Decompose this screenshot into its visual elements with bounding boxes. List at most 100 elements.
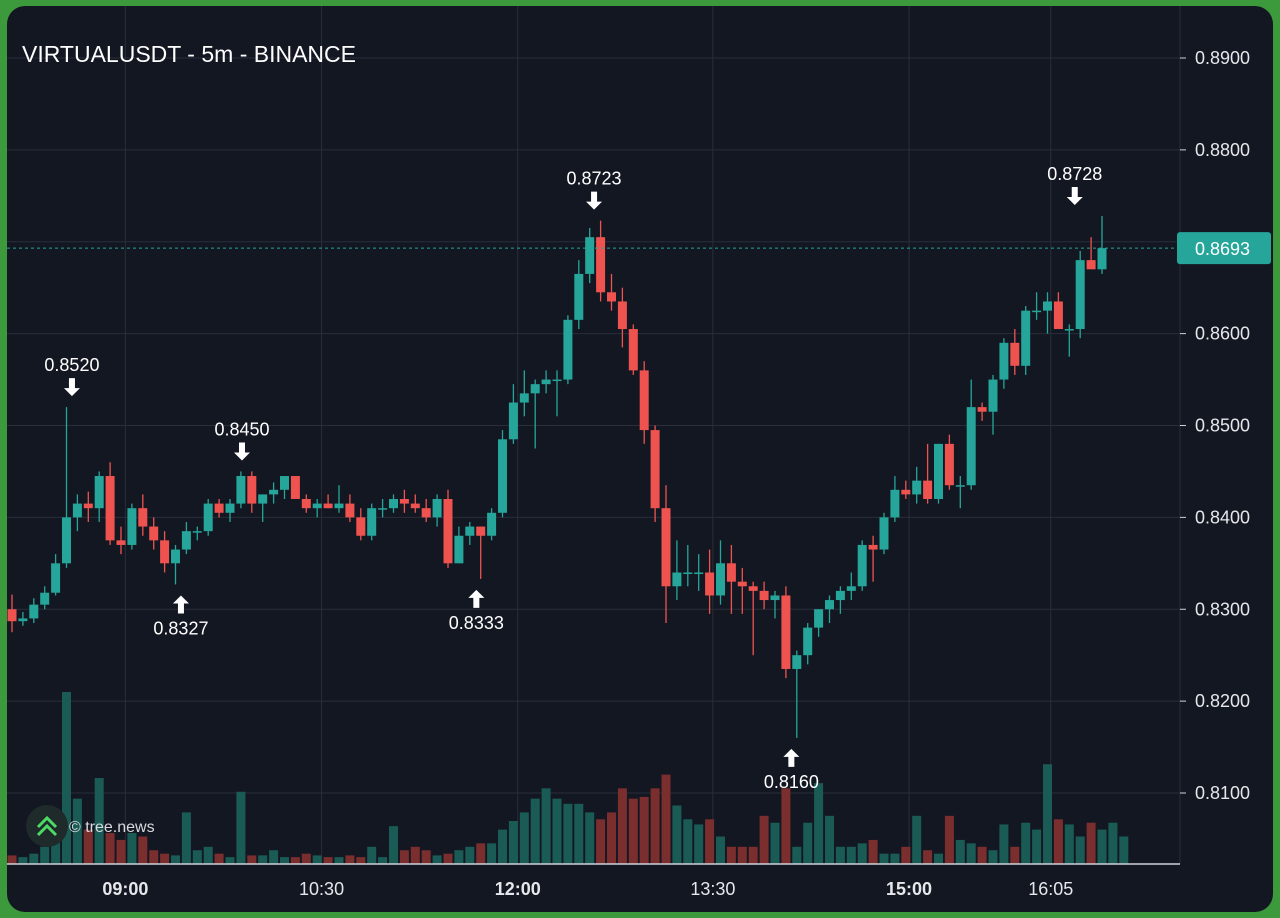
candle-body: [1075, 260, 1085, 330]
high-annotation: 0.8520: [44, 355, 99, 397]
volume-bar: [476, 843, 486, 864]
high-annotation: 0.8728: [1047, 164, 1102, 206]
candle-body: [694, 572, 704, 574]
candle: [138, 494, 148, 536]
volume-bar: [955, 839, 965, 864]
volume-bar: [301, 853, 311, 864]
candle-body: [171, 549, 180, 564]
candle: [563, 315, 573, 385]
candle-body: [737, 581, 747, 587]
candle: [617, 287, 627, 348]
volume-bar: [988, 850, 998, 864]
candle: [334, 485, 344, 513]
candle-body: [389, 499, 398, 509]
candle-body: [247, 476, 257, 504]
candle-body: [977, 407, 987, 412]
candle-body: [574, 273, 584, 320]
volume-bar: [1097, 829, 1107, 864]
candle: [705, 549, 715, 614]
candle-body: [149, 526, 159, 541]
watermark: © tree.news: [26, 805, 155, 847]
candle: [432, 494, 442, 527]
volume-bar: [160, 853, 170, 864]
price-axis[interactable]: 0.89000.88000.87000.86000.85000.84000.83…: [1180, 48, 1250, 803]
candle-body: [160, 540, 170, 564]
volume-bar: [508, 821, 518, 864]
candle: [1032, 292, 1042, 320]
chart-container[interactable]: 0.8520 0.8327 0.8450 0.8333 0.8723 0.8160 0.87…: [7, 6, 1273, 912]
candle-body: [563, 319, 573, 380]
candle-body: [345, 503, 355, 518]
candle: [944, 434, 954, 490]
volume-bar: [596, 819, 606, 864]
volume-bar: [105, 833, 115, 864]
candle: [694, 554, 704, 591]
time-tick-label: 09:00: [102, 879, 148, 899]
chart-svg[interactable]: 0.8520 0.8327 0.8450 0.8333 0.8723 0.8160 0.87…: [7, 6, 1273, 912]
volume-bar: [138, 836, 148, 864]
candle: [792, 650, 802, 738]
low-annotation: 0.8160: [764, 748, 819, 792]
candle: [737, 567, 747, 614]
candle: [269, 482, 279, 504]
candle: [923, 443, 933, 504]
volume-bar: [1075, 836, 1085, 864]
candle-body: [770, 595, 780, 601]
volume-bar: [835, 846, 845, 864]
candle-body: [530, 384, 540, 394]
volume-bar: [432, 855, 442, 864]
candle: [149, 517, 159, 550]
candle-body: [835, 590, 845, 601]
low-price-label: 0.8160: [764, 772, 819, 792]
high-annotation: 0.8723: [567, 169, 622, 210]
price-tick-label: 0.8900: [1195, 48, 1250, 68]
candle-body: [814, 609, 824, 628]
volume-bar: [269, 850, 279, 864]
volume-bar: [683, 819, 693, 864]
volume-bar: [825, 815, 834, 864]
candle: [574, 260, 584, 330]
candle: [301, 494, 311, 513]
candle-body: [705, 572, 715, 596]
volume-bar: [628, 798, 638, 864]
chart-title: VIRTUALUSDT - 5m - BINANCE: [22, 41, 356, 67]
volume-bar: [1053, 819, 1063, 864]
candle-body: [607, 292, 616, 302]
volume-bar: [923, 850, 933, 864]
candle-body: [672, 572, 682, 587]
volume-bar: [1108, 822, 1118, 864]
candle: [160, 531, 170, 573]
candle: [399, 489, 409, 513]
volume-bar: [29, 853, 39, 864]
candle: [83, 491, 93, 522]
candle: [585, 227, 595, 284]
volume-bar: [410, 846, 420, 864]
candle-body: [759, 590, 769, 601]
candle: [1064, 324, 1074, 357]
candle: [214, 499, 224, 518]
volume-bar: [705, 819, 715, 864]
volume-bar: [890, 853, 900, 864]
candle-body: [988, 379, 998, 412]
candle: [781, 586, 791, 679]
candle: [367, 503, 377, 541]
candle-body: [105, 476, 115, 541]
price-tick-label: 0.8100: [1195, 783, 1250, 803]
candle-body: [269, 489, 279, 495]
high-annotation: 0.8450: [214, 419, 270, 461]
candle: [607, 273, 616, 311]
candle: [62, 407, 71, 568]
volume-bar: [585, 812, 595, 864]
volume-bar: [443, 853, 453, 864]
candle-body: [955, 485, 965, 487]
candle: [672, 540, 682, 601]
volume-bar: [737, 846, 747, 864]
grid: [7, 6, 1180, 864]
candle: [203, 499, 213, 536]
candle: [105, 462, 115, 545]
candle: [835, 586, 845, 614]
time-axis[interactable]: 09:00 10:30 12:00 13:30 15:00 16:05: [102, 879, 1073, 899]
candle: [552, 370, 562, 417]
candle: [661, 485, 671, 624]
candle-body: [236, 476, 246, 504]
